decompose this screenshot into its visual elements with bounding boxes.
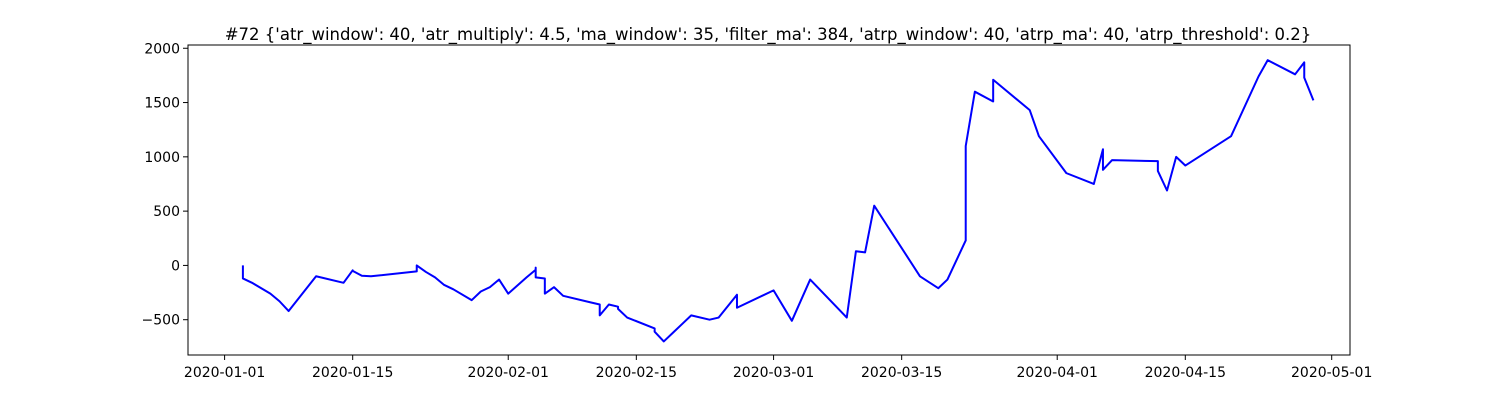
plot-area: [241, 59, 1315, 343]
y-tick-label: 1000: [144, 150, 180, 166]
x-tick-label: 2020-04-15: [1145, 365, 1226, 381]
series-line-0: [241, 59, 1315, 343]
y-tick-label: 1500: [144, 96, 180, 112]
chart-title: #72 {'atr_window': 40, 'atr_multiply': 4…: [225, 25, 1312, 45]
y-axis: 2000 1500 1000 500 0 −500: [142, 41, 188, 329]
x-tick-label: 2020-02-01: [468, 365, 549, 381]
x-tick-label: 2020-03-15: [861, 365, 942, 381]
x-tick-label: 2020-04-01: [1017, 365, 1098, 381]
x-tick-label: 2020-02-15: [596, 365, 677, 381]
y-tick-label: 2000: [144, 41, 180, 57]
axes-frame: [187, 44, 1351, 356]
x-tick-label: 2020-03-01: [733, 365, 814, 381]
y-tick-label: 500: [153, 204, 180, 220]
y-tick-label: −500: [142, 313, 180, 329]
x-axis: 2020-01-01 2020-01-15 2020-02-01 2020-02-15…: [184, 355, 1372, 381]
y-tick-label: 0: [171, 258, 180, 274]
x-tick-label: 2020-05-01: [1291, 365, 1372, 381]
x-tick-label: 2020-01-01: [184, 365, 265, 381]
x-tick-label: 2020-01-15: [312, 365, 393, 381]
